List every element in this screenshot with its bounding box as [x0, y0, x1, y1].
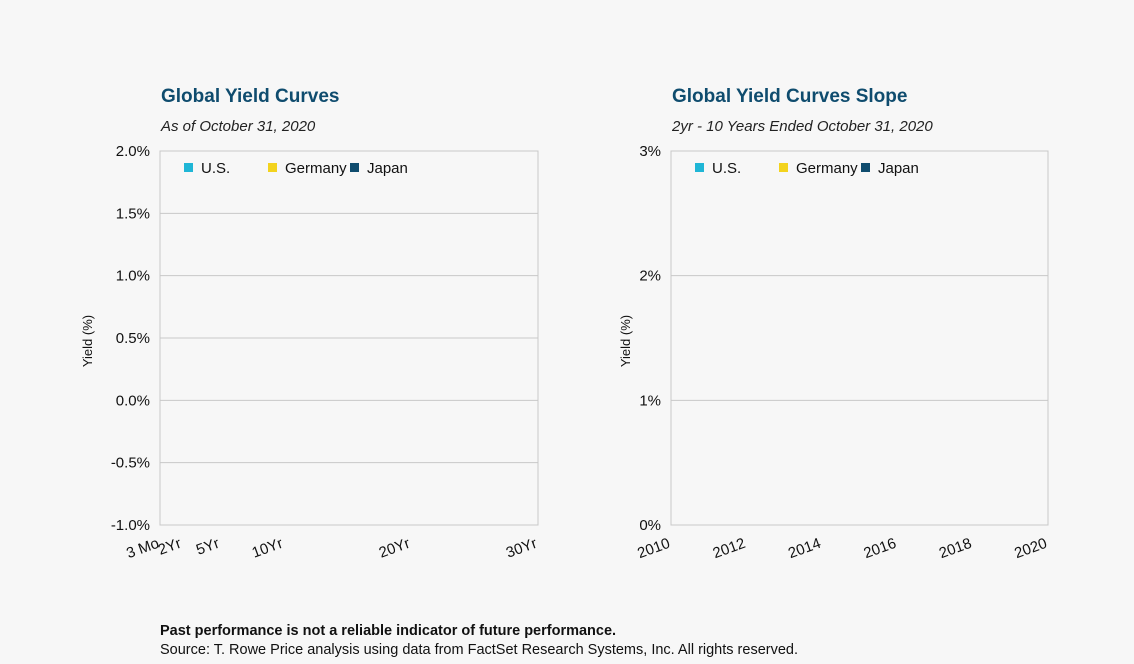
chart0-legend-label: Germany [285, 160, 347, 177]
right-chart-title: Global Yield Curves Slope [672, 86, 908, 107]
chart1-x-tick-label: 2018 [937, 535, 974, 562]
right-chart-subtitle: 2yr - 10 Years Ended October 31, 2020 [672, 118, 933, 135]
chart0-x-tick-label: 3 Mo [124, 535, 161, 562]
chart1-legend-swatch [861, 163, 870, 172]
chart0-y-tick-label: 0.5% [116, 330, 150, 347]
chart1-legend-swatch [779, 163, 788, 172]
chart0-y-tick-label: 1.5% [116, 205, 150, 222]
chart0-y-tick-label: 1.0% [116, 268, 150, 285]
chart0-legend-label: U.S. [201, 160, 230, 177]
source-text: Source: T. Rowe Price analysis using dat… [160, 642, 798, 658]
chart1-x-tick-label: 2016 [861, 535, 898, 562]
chart1-legend-label: Japan [878, 160, 919, 177]
chart1-y-tick-label: 2% [639, 268, 661, 285]
chart1-legend-label: U.S. [712, 160, 741, 177]
chart1-y-tick-label: 3% [639, 143, 661, 160]
footer: Past performance is not a reliable indic… [160, 622, 798, 660]
chart0-legend-swatch [350, 163, 359, 172]
chart0-y-tick-label: -1.0% [111, 517, 150, 534]
chart0-x-tick-label: 2Yr [156, 535, 184, 559]
chart1-x-tick-label: 2012 [711, 535, 748, 562]
chart0-y-tick-label: -0.5% [111, 455, 150, 472]
chart1-legend-swatch [695, 163, 704, 172]
chart0-legend-label: Japan [367, 160, 408, 177]
chart1-x-tick-label: 2020 [1012, 535, 1049, 562]
chart0-legend-swatch [184, 163, 193, 172]
chart0-plot-frame [159, 150, 539, 526]
chart0-x-tick-label: 20Yr [377, 535, 413, 562]
left-chart-subtitle: As of October 31, 2020 [161, 118, 316, 135]
chart0-x-tick-label: 30Yr [504, 535, 540, 562]
disclaimer-text: Past performance is not a reliable indic… [160, 623, 617, 639]
chart0-y-tick-label: 2.0% [116, 143, 150, 160]
chart1-y-axis-label: Yield (%) [618, 315, 633, 367]
chart1-y-tick-label: 0% [639, 517, 661, 534]
chart0-y-axis-label: Yield (%) [80, 315, 95, 367]
chart0-y-tick-label: 0.0% [116, 392, 150, 409]
chart1-x-tick-label: 2014 [786, 535, 823, 562]
chart0-legend-swatch [268, 163, 277, 172]
chart1-plot-frame [670, 150, 1049, 526]
chart0-x-tick-label: 5Yr [194, 535, 222, 559]
chart0-x-tick-label: 10Yr [250, 535, 286, 562]
chart1-legend-label: Germany [796, 160, 858, 177]
chart1-x-tick-label: 2010 [635, 535, 672, 562]
left-chart-title: Global Yield Curves [161, 86, 340, 107]
chart1-y-tick-label: 1% [639, 392, 661, 409]
